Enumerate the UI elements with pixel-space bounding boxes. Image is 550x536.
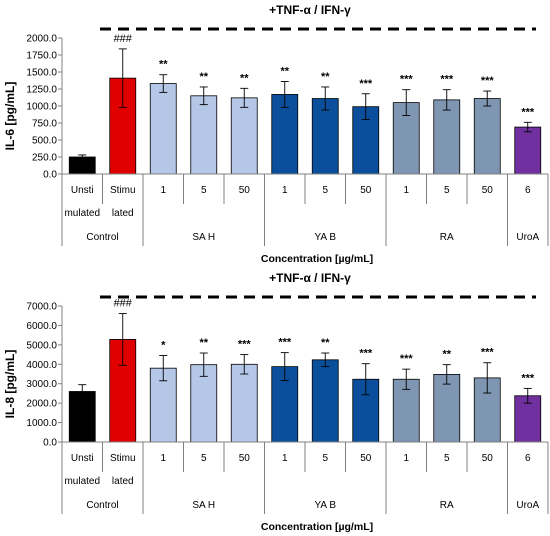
bar xyxy=(433,99,461,175)
category-label: lated xyxy=(112,208,134,219)
category-label: 50 xyxy=(482,453,494,464)
y-tick-label: 6000.0 xyxy=(26,321,57,332)
significance-mark: ** xyxy=(321,337,330,349)
bar xyxy=(473,98,501,175)
il8-chart: +TNF-α / IFN-γ 0.0 1000.0 2000.0 3000.0 4000.… xyxy=(3,271,549,533)
y-tick-label: 250.0 xyxy=(32,153,57,164)
bar xyxy=(190,364,218,443)
category-label: 50 xyxy=(360,453,372,464)
bar xyxy=(68,156,96,175)
category-label: 1 xyxy=(403,453,409,464)
il6-chart: +TNF-α / IFN-γ0.0250.0500.0750.01000.012… xyxy=(3,3,549,265)
category-label: Stimu xyxy=(110,185,136,196)
y-axis-label: IL-6 [pg/mL] xyxy=(3,82,17,151)
significance-mark: *** xyxy=(400,74,414,86)
category-label: 1 xyxy=(282,185,288,196)
significance-mark: *** xyxy=(278,337,292,349)
significance-mark: *** xyxy=(440,74,454,86)
group-label: UroA xyxy=(516,232,539,243)
category-label: 1 xyxy=(282,453,288,464)
y-tick-label: 1750.0 xyxy=(26,51,57,62)
category-label: 5 xyxy=(322,185,328,196)
group-label: YA B xyxy=(315,232,337,243)
y-tick-label: 1000.0 xyxy=(26,418,57,429)
significance-mark: *** xyxy=(521,106,535,118)
category-label: Stimu xyxy=(110,453,136,464)
x-axis-label: Concentration [µg/mL] xyxy=(261,521,373,533)
group-label: UroA xyxy=(516,500,539,511)
bar xyxy=(230,97,258,175)
bar xyxy=(230,363,258,443)
bar xyxy=(514,126,542,175)
category-label: 50 xyxy=(482,185,494,196)
category-label: 5 xyxy=(201,453,207,464)
y-tick-label: 5000.0 xyxy=(26,340,57,351)
category-label: 5 xyxy=(201,185,207,196)
y-axis-label: IL-8 [pg/mL] xyxy=(3,350,17,419)
group-label: RA xyxy=(440,500,454,511)
significance-mark: *** xyxy=(359,78,373,90)
significance-mark: ** xyxy=(321,71,330,83)
significance-mark: *** xyxy=(521,372,535,384)
significance-mark: ** xyxy=(442,349,451,361)
significance-mark: ** xyxy=(240,72,249,84)
significance-mark: ### xyxy=(114,298,133,310)
y-tick-label: 4000.0 xyxy=(26,360,57,371)
group-label: RA xyxy=(440,232,454,243)
category-label: Unsti xyxy=(71,185,94,196)
y-tick-label: 0.0 xyxy=(43,438,57,449)
significance-mark: ** xyxy=(159,59,168,71)
significance-mark: ### xyxy=(114,33,133,45)
bar xyxy=(311,359,339,443)
category-label: 1 xyxy=(403,185,409,196)
group-label: Control xyxy=(86,500,118,511)
category-label: lated xyxy=(112,476,134,487)
y-tick-label: 3000.0 xyxy=(26,379,57,390)
significance-mark: *** xyxy=(238,339,252,351)
significance-mark: *** xyxy=(481,347,495,359)
group-label: SA H xyxy=(192,500,215,511)
category-label: 50 xyxy=(360,185,372,196)
group-label: YA B xyxy=(315,500,337,511)
group-label: Control xyxy=(86,232,118,243)
treatment-label: +TNF-α / IFN-γ xyxy=(269,271,351,285)
significance-mark: *** xyxy=(400,353,414,365)
category-label: Unsti xyxy=(71,453,94,464)
category-label: 5 xyxy=(444,453,450,464)
significance-mark: *** xyxy=(359,348,373,360)
category-label: 5 xyxy=(444,185,450,196)
category-label: 5 xyxy=(322,453,328,464)
category-label: mulated xyxy=(64,208,100,219)
y-tick-label: 2000.0 xyxy=(26,34,57,45)
bar xyxy=(149,83,177,175)
category-label: 50 xyxy=(239,185,251,196)
category-label: 1 xyxy=(160,185,166,196)
y-tick-label: 750.0 xyxy=(32,119,57,130)
x-axis-label: Concentration [µg/mL] xyxy=(261,253,373,265)
treatment-label: +TNF-α / IFN-γ xyxy=(269,3,351,17)
category-label: 6 xyxy=(525,453,531,464)
y-tick-label: 2000.0 xyxy=(26,399,57,410)
category-label: 1 xyxy=(160,453,166,464)
significance-mark: ** xyxy=(199,71,208,83)
y-tick-label: 500.0 xyxy=(32,136,57,147)
category-label: 50 xyxy=(239,453,251,464)
group-label: SA H xyxy=(192,232,215,243)
bar xyxy=(433,373,461,443)
y-tick-label: 1250.0 xyxy=(26,85,57,96)
significance-mark: ** xyxy=(280,66,289,78)
y-tick-label: 7000.0 xyxy=(26,302,57,313)
y-tick-label: 1500.0 xyxy=(26,68,57,79)
y-tick-label: 0.0 xyxy=(43,170,57,181)
bar xyxy=(68,391,96,443)
y-tick-label: 1000.0 xyxy=(26,102,57,113)
category-label: mulated xyxy=(64,476,100,487)
significance-mark: * xyxy=(161,340,166,352)
significance-mark: ** xyxy=(199,337,208,349)
bar xyxy=(311,98,339,175)
category-label: 6 xyxy=(525,185,531,196)
significance-mark: *** xyxy=(481,75,495,87)
bar xyxy=(190,95,218,175)
